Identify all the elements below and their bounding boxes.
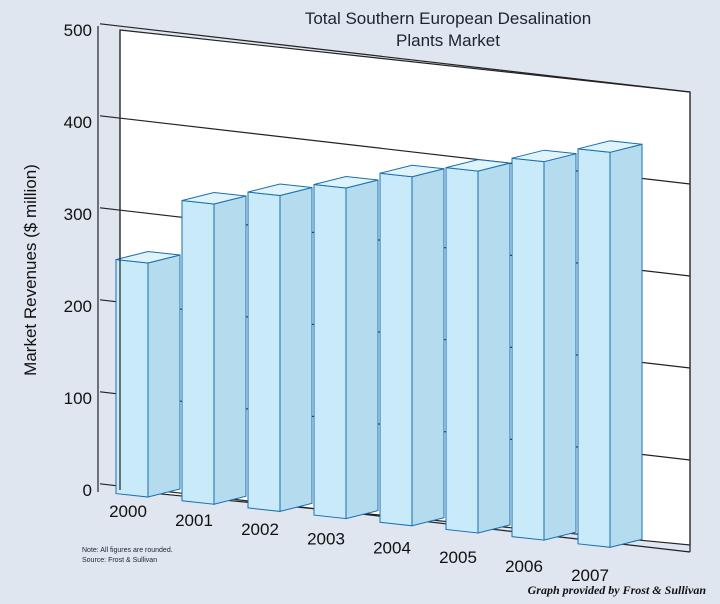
x-category-label: 2003 bbox=[307, 529, 345, 548]
x-category-label: 2000 bbox=[109, 502, 147, 521]
y-tick-labels: 0 100 200 300 400 500 bbox=[64, 21, 92, 500]
axes bbox=[97, 26, 691, 552]
footnote-line-1: Note: All figures are rounded. bbox=[82, 547, 173, 554]
bar-2000 bbox=[115, 251, 181, 498]
y-tick-label: 200 bbox=[64, 297, 92, 316]
footnote-line-2: Source: Frost & Sullivan bbox=[82, 557, 157, 564]
bar-2004 bbox=[379, 164, 445, 527]
y-tick-label: 100 bbox=[64, 389, 92, 408]
y-tick-label: 400 bbox=[64, 113, 92, 132]
bar-2002 bbox=[247, 183, 313, 513]
chart-title-line-2: Plants Market bbox=[396, 31, 500, 50]
x-category-label: 2007 bbox=[571, 566, 609, 585]
bar-2001 bbox=[181, 191, 247, 505]
graph-credit: Graph provided by Frost & Sullivan bbox=[528, 583, 707, 597]
bar-2006 bbox=[511, 149, 577, 541]
y-tick-label: 0 bbox=[83, 481, 92, 500]
x-category-label: 2004 bbox=[373, 539, 411, 558]
x-category-labels: 2000 2001 2002 2003 2004 2005 2006 2007 bbox=[109, 502, 609, 585]
x-category-label: 2005 bbox=[439, 548, 477, 567]
y-tick-label: 500 bbox=[64, 21, 92, 40]
bars bbox=[115, 140, 643, 548]
bar-2003 bbox=[313, 175, 379, 520]
y-tick-label: 300 bbox=[64, 205, 92, 224]
x-category-label: 2006 bbox=[505, 557, 543, 576]
bar-2005 bbox=[445, 159, 511, 534]
bar-2007 bbox=[577, 140, 643, 548]
x-category-label: 2001 bbox=[175, 511, 213, 530]
gridline bbox=[99, 23, 691, 93]
chart-title-line-1: Total Southern European Desalination bbox=[305, 9, 591, 28]
x-category-label: 2002 bbox=[241, 520, 279, 539]
y-axis-title: Market Revenues ($ million) bbox=[21, 164, 40, 376]
